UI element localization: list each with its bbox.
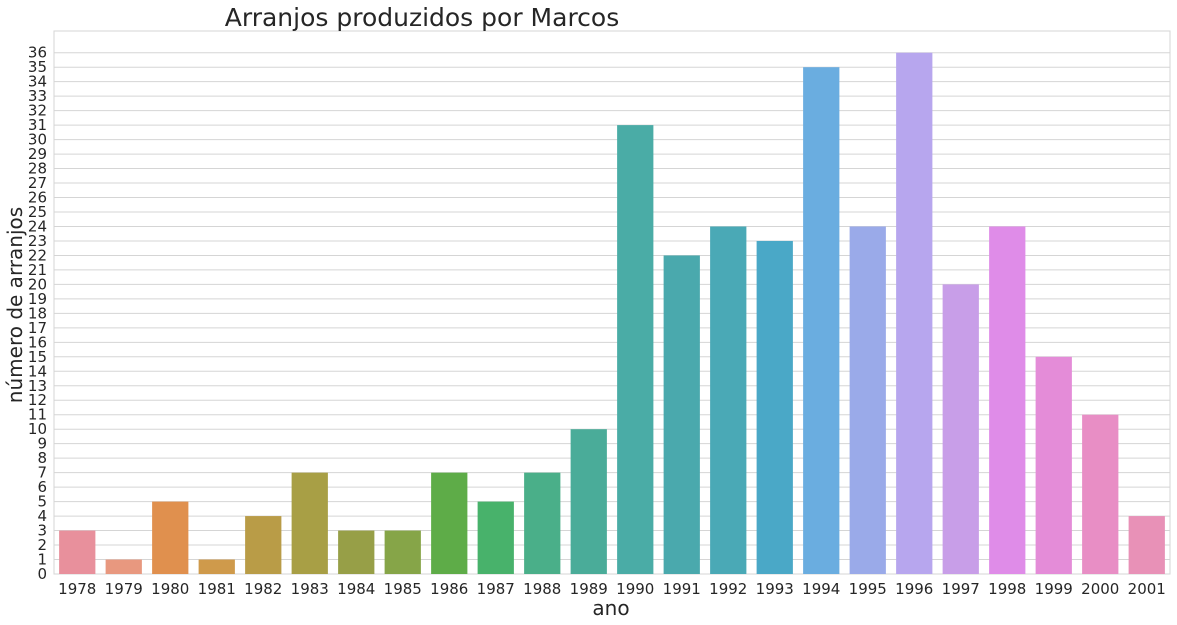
bar-2000 [1082,414,1119,574]
y-tick-label: 17 [28,319,47,337]
x-tick-label: 1992 [709,580,747,598]
x-tick-label: 1997 [942,580,980,598]
y-tick-label: 0 [37,565,47,583]
y-tick-label: 32 [28,102,47,120]
x-tick-label: 1989 [570,580,608,598]
bar-1991 [663,255,700,574]
bar-1998 [989,226,1026,575]
y-tick-label: 26 [28,189,47,207]
x-tick-label: 1991 [663,580,701,598]
y-tick-label: 35 [28,58,47,76]
bar-1978 [59,530,96,574]
bar-1979 [105,559,142,574]
bar-1980 [152,501,189,574]
bar-1990 [617,125,654,575]
y-tick-label: 2 [37,536,47,554]
y-tick-label: 27 [28,174,47,192]
x-tick-label: 1981 [198,580,236,598]
y-tick-label: 29 [28,145,47,163]
bar-1985 [384,530,421,574]
y-tick-label: 30 [28,131,47,149]
x-tick-label: 1983 [291,580,329,598]
bar-1992 [710,226,747,575]
y-tick-label: 8 [37,449,47,467]
y-axis-ticks: 0123456789101112131415161718192021222324… [28,44,47,583]
x-tick-label: 1990 [616,580,654,598]
y-tick-label: 25 [28,203,47,221]
y-tick-label: 13 [28,377,47,395]
x-axis-label: ano [592,596,629,620]
y-tick-label: 16 [28,333,47,351]
y-tick-label: 7 [37,464,47,482]
bar-1987 [477,501,514,574]
bar-1981 [198,559,235,574]
x-tick-label: 1998 [988,580,1026,598]
x-tick-label: 1994 [802,580,840,598]
y-tick-label: 12 [28,391,47,409]
x-tick-label: 1987 [477,580,515,598]
y-axis-label: número de arranjos [3,207,27,403]
bar-1994 [803,67,840,574]
bar-1989 [570,429,607,574]
y-tick-label: 11 [28,406,47,424]
bar-1993 [756,240,793,574]
y-tick-label: 36 [28,44,47,62]
bar-1986 [431,472,468,574]
bar-2001 [1128,516,1165,574]
bar-1997 [942,284,979,574]
y-tick-label: 21 [28,261,47,279]
y-tick-label: 3 [37,522,47,540]
x-tick-label: 1993 [756,580,794,598]
x-tick-label: 1996 [895,580,933,598]
y-tick-label: 1 [37,551,47,569]
x-tick-label: 1995 [849,580,887,598]
y-tick-label: 10 [28,420,47,438]
x-tick-label: 1979 [105,580,143,598]
bar-1984 [338,530,375,574]
y-tick-label: 9 [37,435,47,453]
y-tick-label: 5 [37,493,47,511]
x-tick-label: 2000 [1081,580,1119,598]
plot-area-frame [53,30,1171,575]
x-tick-label: 1982 [244,580,282,598]
y-tick-label: 34 [28,73,47,91]
x-axis-ticks: 1978 1979 1980 1981 1982 1983 1984 1985 1986 1987… [58,580,1166,598]
y-tick-label: 24 [28,217,47,235]
bar-1996 [896,52,933,575]
grid [54,52,1170,575]
y-tick-label: 18 [28,304,47,322]
y-tick-label: 14 [28,362,47,380]
y-tick-label: 23 [28,232,47,250]
y-tick-label: 6 [37,478,47,496]
x-tick-label: 1986 [430,580,468,598]
bars [59,52,1165,575]
y-tick-label: 15 [28,348,47,366]
bar-1999 [1035,356,1072,574]
x-tick-label: 1984 [337,580,375,598]
bar-1983 [291,472,328,574]
y-tick-label: 20 [28,275,47,293]
x-tick-label: 1980 [151,580,189,598]
bar-1982 [245,516,282,574]
bar-1988 [524,472,561,574]
y-tick-label: 4 [37,507,47,525]
x-tick-label: 1978 [58,580,96,598]
chart-title: Arranjos produzidos por Marcos [225,3,619,32]
x-tick-label: 1988 [523,580,561,598]
x-tick-label: 2001 [1128,580,1166,598]
y-tick-label: 22 [28,246,47,264]
bar-1995 [849,226,886,575]
y-tick-label: 33 [28,87,47,105]
y-tick-label: 28 [28,160,47,178]
x-tick-label: 1985 [384,580,422,598]
y-tick-label: 31 [28,116,47,134]
y-tick-label: 19 [28,290,47,308]
x-tick-label: 1999 [1035,580,1073,598]
